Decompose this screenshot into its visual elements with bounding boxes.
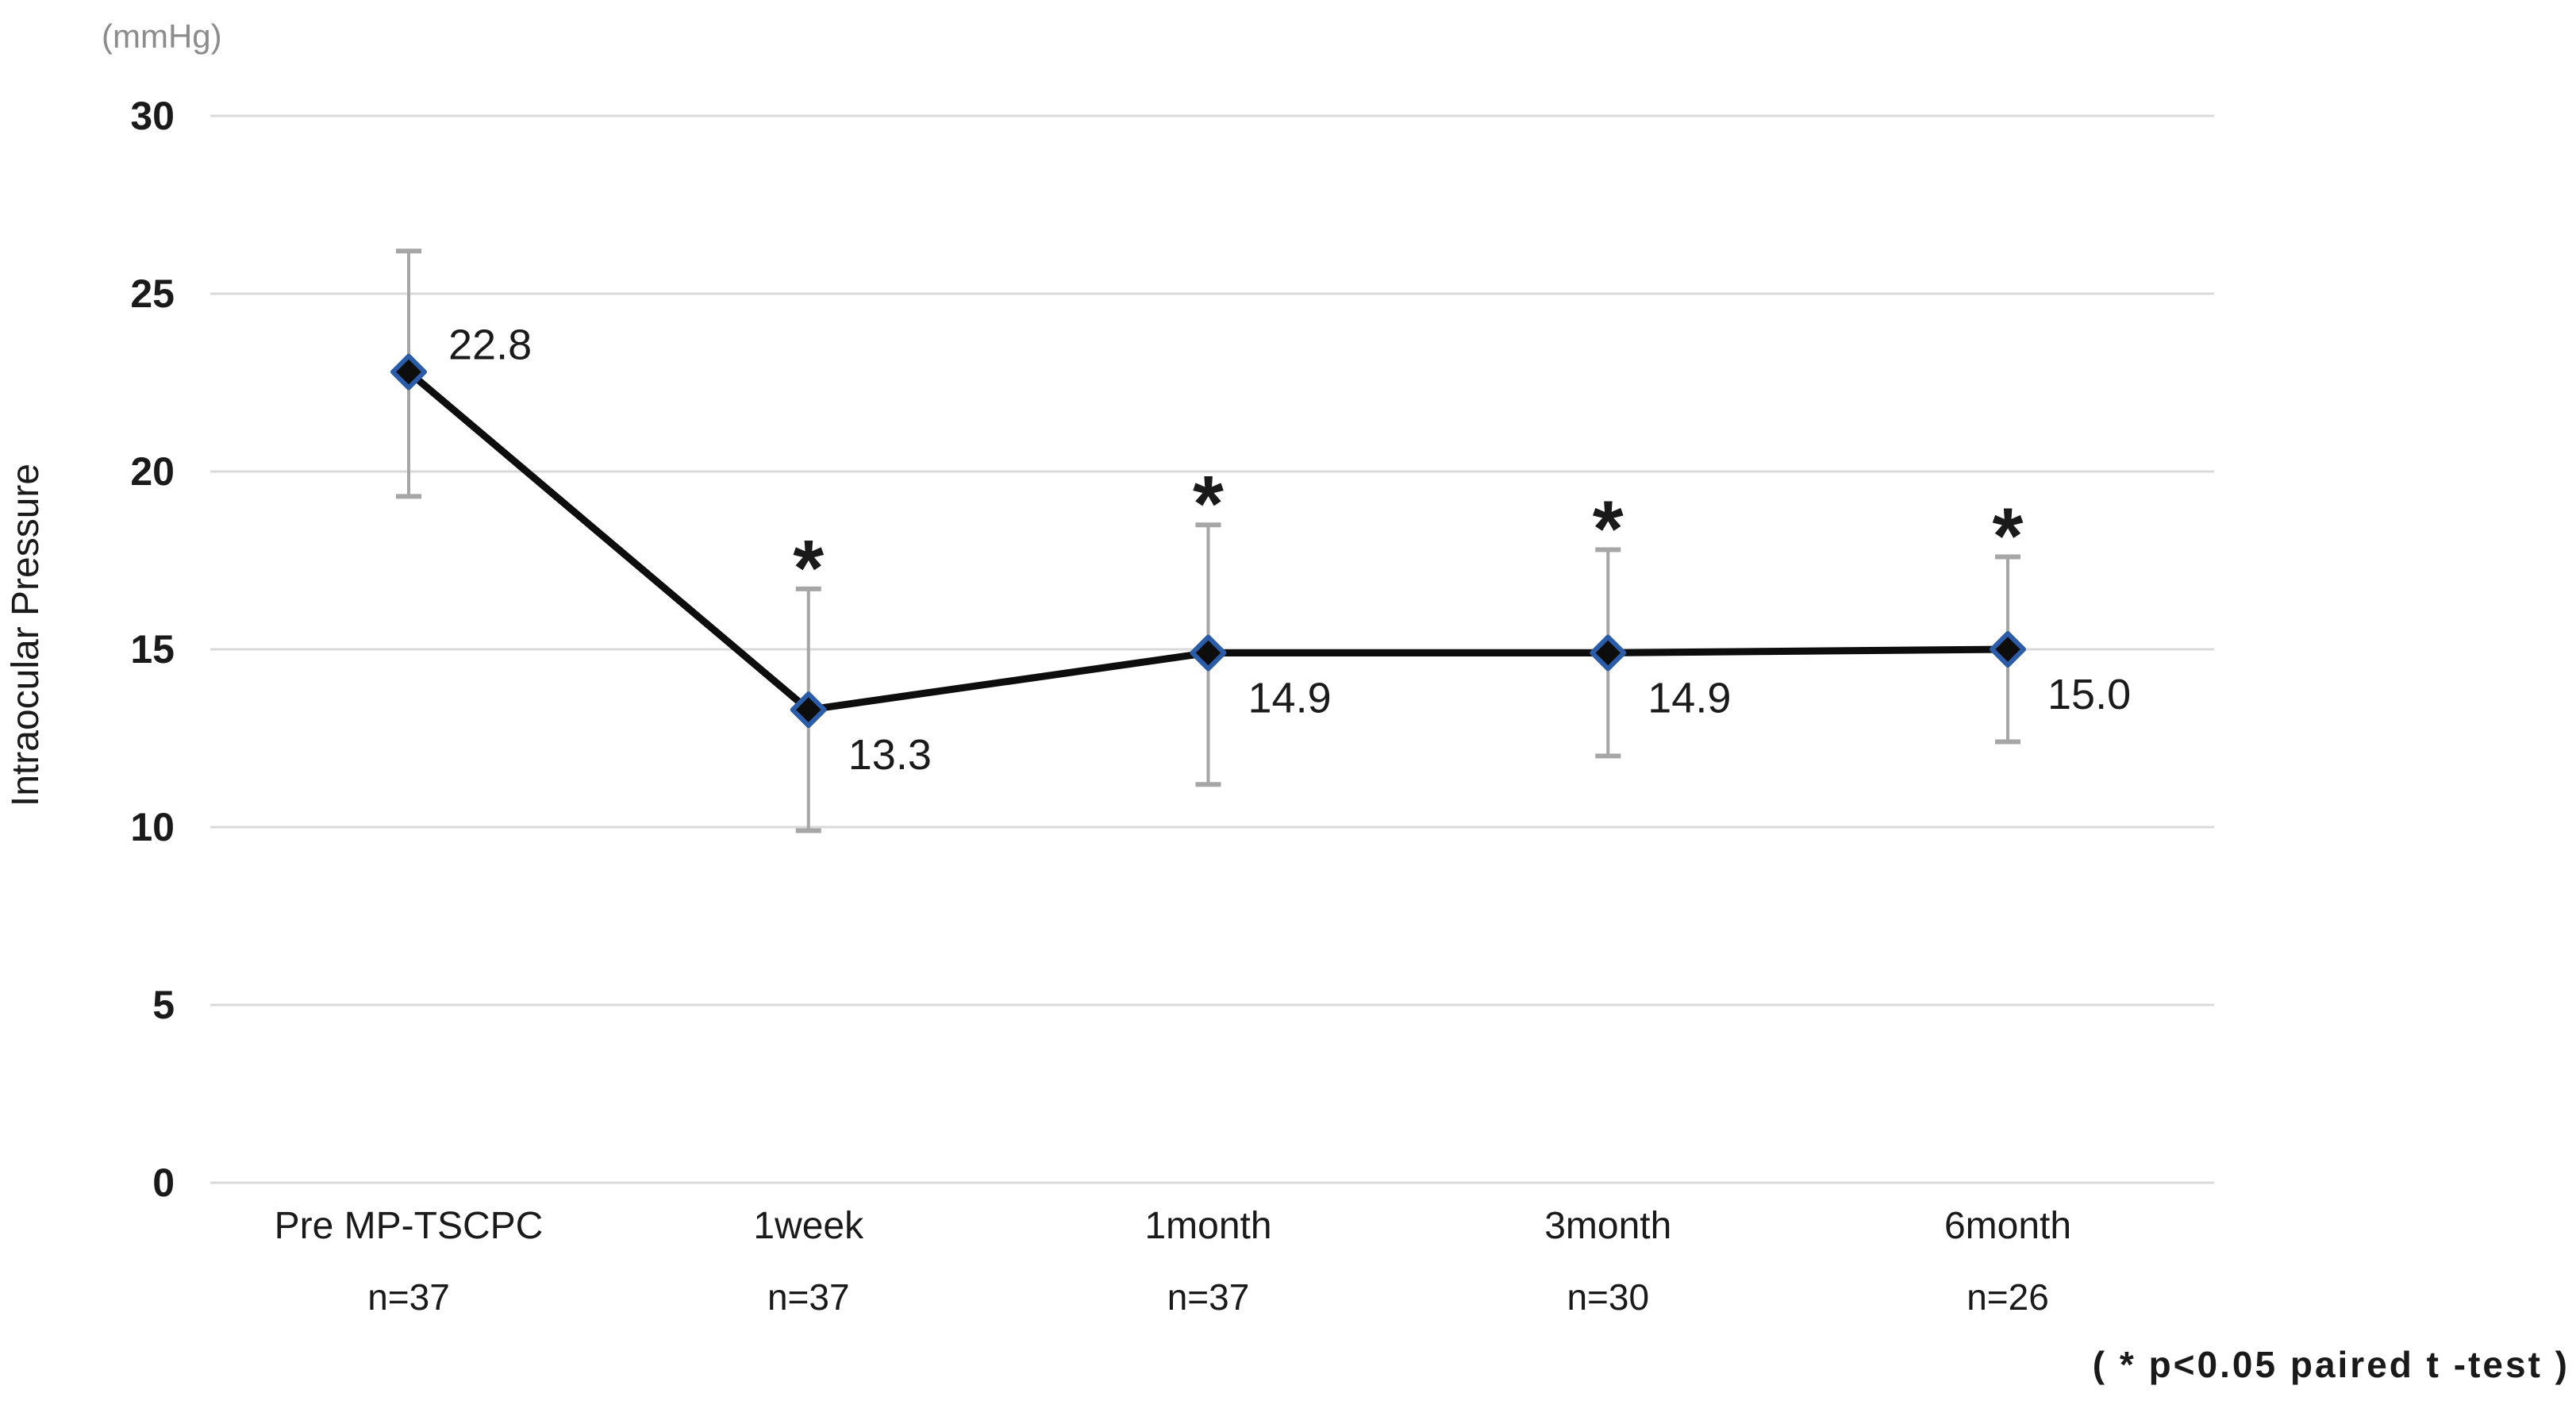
x-axis-labels-group: Pre MP-TSCPC n=37 1week n=37 1month n=37 3mont… bbox=[275, 1205, 2071, 1318]
data-point-value-label: 15.0 bbox=[2047, 671, 2131, 718]
y-axis-unit-label: (mmHg) bbox=[102, 17, 222, 55]
x-category-label: 3month bbox=[1544, 1205, 1671, 1247]
x-sample-size-label: n=37 bbox=[767, 1276, 850, 1318]
data-point-marker bbox=[1990, 631, 2026, 668]
x-category-label: Pre MP-TSCPC bbox=[275, 1205, 544, 1247]
y-tick-label: 5 bbox=[152, 983, 175, 1027]
data-point-marker bbox=[790, 691, 827, 729]
data-point-labels-group: 22.8 13.3 14.9 14.9 15.0 bbox=[448, 321, 2131, 779]
x-sample-size-label: n=30 bbox=[1567, 1276, 1649, 1318]
data-point-value-label: 14.9 bbox=[1248, 674, 1332, 722]
y-tick-label: 0 bbox=[152, 1161, 175, 1205]
significance-asterisk: * bbox=[793, 524, 824, 613]
gridlines-group bbox=[210, 114, 2214, 1184]
data-point-value-label: 22.8 bbox=[448, 321, 532, 369]
x-sample-size-label: n=26 bbox=[1967, 1276, 2049, 1318]
x-category-label: 6month bbox=[1944, 1205, 2071, 1247]
significance-asterisk: * bbox=[1993, 492, 2024, 581]
x-sample-size-label: n=37 bbox=[1167, 1276, 1250, 1318]
data-point-markers-group bbox=[390, 353, 2026, 729]
x-category-label: 1week bbox=[753, 1205, 864, 1247]
data-point-marker bbox=[1590, 634, 1627, 672]
y-axis-tick-labels-group: 0 5 10 15 20 25 30 bbox=[130, 94, 175, 1205]
data-point-value-label: 13.3 bbox=[848, 731, 932, 779]
significance-asterisk: * bbox=[1193, 460, 1224, 549]
data-point-marker bbox=[390, 353, 427, 391]
significance-asterisk: * bbox=[1593, 485, 1624, 574]
significance-asterisks-group: * * * * bbox=[793, 460, 2023, 613]
y-tick-label: 20 bbox=[130, 449, 175, 494]
y-tick-label: 10 bbox=[130, 805, 175, 849]
y-axis-title: Intraocular Pressure bbox=[5, 464, 47, 806]
data-point-value-label: 14.9 bbox=[1647, 674, 1731, 722]
y-tick-label: 25 bbox=[130, 271, 175, 316]
x-sample-size-label: n=37 bbox=[367, 1276, 450, 1318]
y-tick-label: 15 bbox=[130, 627, 175, 672]
significance-annotation: ( * p<0.05 paired t -test ) bbox=[2093, 1344, 2570, 1385]
data-point-marker bbox=[1190, 634, 1227, 672]
x-category-label: 1month bbox=[1144, 1205, 1271, 1247]
y-tick-label: 30 bbox=[130, 94, 175, 138]
